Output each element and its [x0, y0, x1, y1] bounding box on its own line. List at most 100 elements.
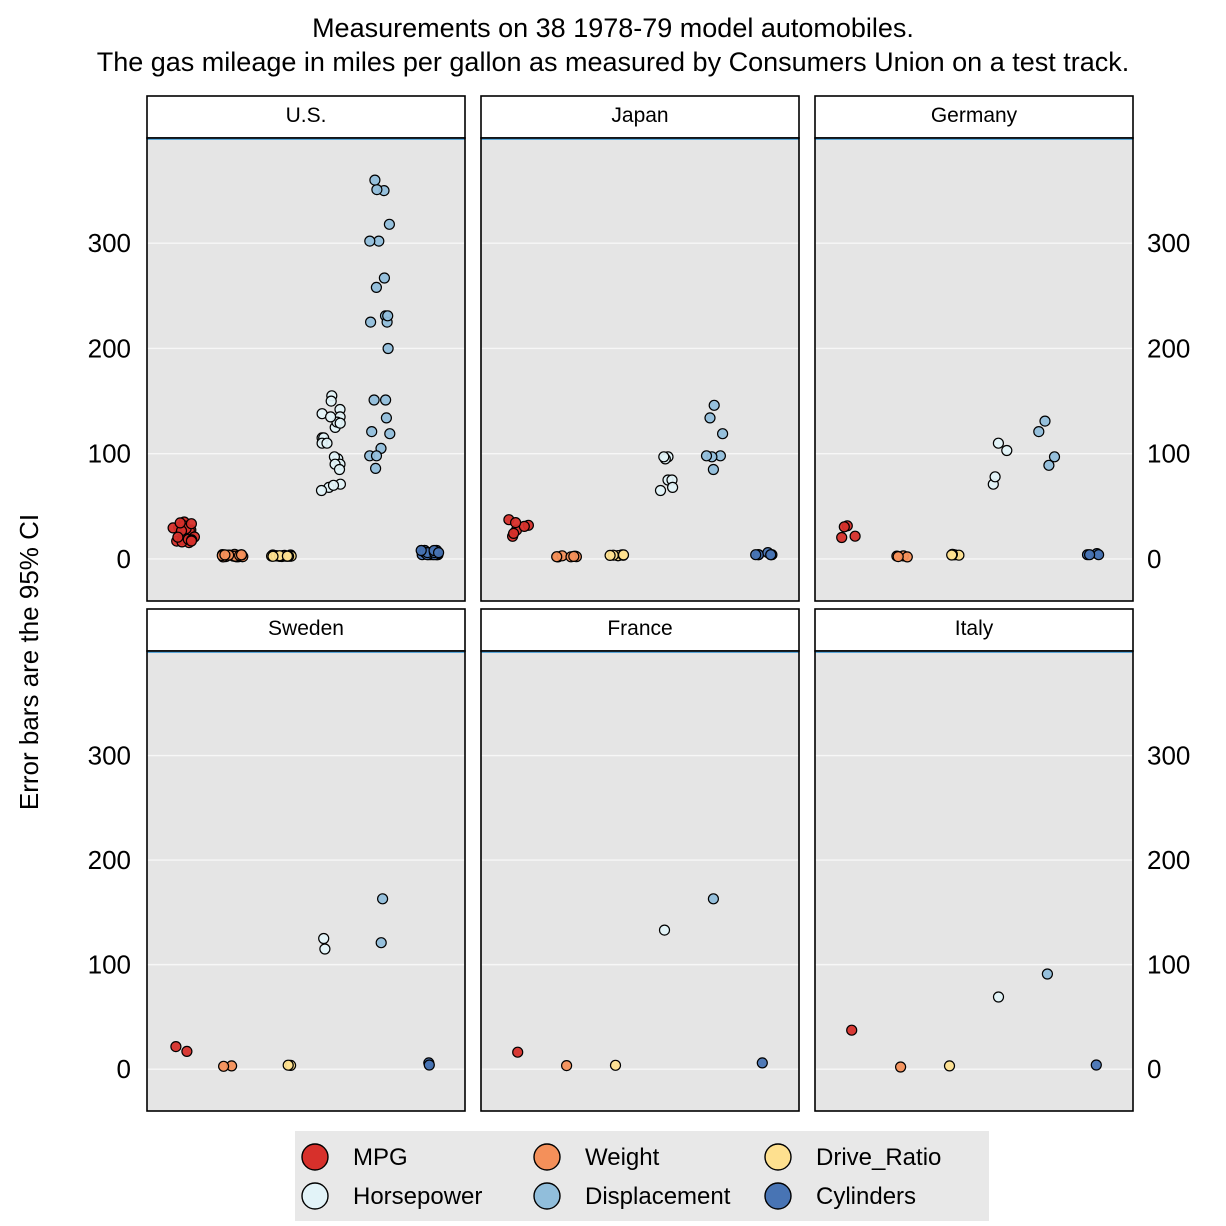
facet-strip — [480, 95, 800, 139]
data-point-mpg — [507, 527, 520, 540]
data-point-displacement — [1043, 459, 1055, 471]
data-point-displacement — [700, 450, 713, 462]
data-point-horsepower — [658, 451, 670, 463]
data-point-mpg — [512, 1046, 524, 1058]
legend-key-horsepower — [301, 1182, 329, 1210]
legend-label: Displacement — [585, 1183, 731, 1210]
data-point-mpg — [181, 1045, 193, 1058]
data-point-displacement — [369, 174, 381, 186]
data-point-displacement — [716, 428, 729, 440]
facet-panel: Italy 0 100 200 300 — [814, 608, 1190, 1112]
legend-label: Horsepower — [353, 1183, 482, 1210]
data-point-drive-ratio — [617, 549, 630, 561]
panel-border — [480, 137, 800, 602]
data-point-mpg — [849, 530, 861, 542]
data-point-displacement — [378, 272, 390, 284]
y-tick-label-right: 300 — [1147, 228, 1190, 258]
facet-strip-label: Sweden — [268, 617, 344, 640]
data-point-displacement — [707, 463, 720, 476]
y-tick-label-right: 200 — [1147, 845, 1190, 875]
data-point-displacement — [370, 450, 383, 462]
y-tick-label-left: 300 — [88, 741, 131, 771]
data-point-mpg — [846, 1024, 858, 1036]
facet-strip-label: Japan — [611, 104, 668, 127]
panel-border — [480, 650, 800, 1112]
data-point-mpg — [185, 535, 197, 547]
legend: MPG Weight Drive_Ratio Horsepower Displaceme… — [295, 1131, 989, 1221]
data-point-weight — [560, 1059, 573, 1072]
data-point-weight — [568, 550, 580, 563]
data-point-displacement — [371, 184, 383, 196]
data-point-displacement — [707, 893, 720, 905]
data-point-drive-ratio — [604, 549, 616, 562]
y-tick-label-right: 0 — [1147, 544, 1161, 574]
legend-key-mpg — [301, 1143, 329, 1171]
panel-border — [146, 137, 466, 602]
chart-subtitle: The gas mileage in miles per gallon as m… — [97, 47, 1130, 77]
y-tick-label-left: 0 — [117, 544, 131, 574]
y-tick-label-right: 100 — [1147, 439, 1190, 469]
y-tick-label-left: 200 — [88, 333, 131, 363]
data-point-mpg — [174, 517, 186, 529]
panel-background — [815, 138, 1133, 601]
data-point-mpg — [509, 516, 522, 529]
data-point-cylinders — [415, 544, 427, 557]
data-point-horsepower — [325, 395, 337, 407]
data-point-displacement — [366, 426, 378, 438]
y-axis-label: Error bars are the 95% CI — [14, 514, 44, 810]
data-point-horsepower — [334, 417, 346, 429]
data-point-horsepower — [315, 484, 328, 497]
data-point-displacement — [368, 394, 380, 406]
data-point-displacement — [380, 394, 392, 406]
data-point-weight — [892, 550, 904, 563]
data-point-drive-ratio — [281, 550, 293, 562]
data-point-cylinders — [1083, 549, 1096, 561]
data-point-displacement — [365, 316, 377, 328]
data-point-horsepower — [666, 481, 679, 493]
data-point-horsepower — [318, 932, 330, 945]
data-point-horsepower — [325, 411, 337, 423]
data-point-displacement — [370, 462, 382, 474]
data-point-horsepower — [989, 471, 1001, 483]
data-point-weight — [219, 549, 231, 561]
facet-strip-label: Italy — [955, 617, 994, 640]
y-tick-label-left: 100 — [88, 950, 131, 980]
facet-strip — [814, 608, 1134, 652]
data-point-displacement — [364, 235, 376, 247]
data-point-displacement — [377, 893, 389, 905]
legend-label: Weight — [585, 1144, 660, 1171]
data-point-displacement — [1039, 415, 1051, 427]
data-point-cylinders — [756, 1057, 768, 1069]
facet-panel: U.S. 0 100 200 300 — [88, 95, 466, 602]
legend-label: Cylinders — [816, 1183, 916, 1210]
data-point-horsepower — [327, 479, 340, 491]
data-point-drive-ratio — [609, 1059, 622, 1071]
data-point-displacement — [384, 428, 396, 440]
legend-key-drive-ratio — [764, 1143, 792, 1171]
data-point-weight — [235, 549, 248, 561]
facet-strip-label: U.S. — [286, 104, 327, 127]
facet-strip — [480, 608, 800, 652]
data-point-displacement — [383, 218, 395, 230]
panel-background — [481, 138, 799, 601]
data-point-displacement — [1033, 426, 1045, 438]
data-point-horsepower — [321, 437, 333, 449]
legend-label: MPG — [353, 1144, 408, 1171]
data-point-drive-ratio — [267, 550, 279, 562]
data-point-drive-ratio — [946, 549, 958, 561]
chart-title: Measurements on 38 1978-79 model automob… — [312, 13, 914, 43]
data-point-horsepower — [654, 484, 667, 497]
y-tick-label-left: 200 — [88, 845, 131, 875]
panel-background — [815, 651, 1133, 1111]
y-tick-label-right: 300 — [1147, 741, 1190, 771]
data-point-cylinders — [433, 546, 445, 559]
legend-key-weight — [533, 1143, 561, 1171]
panel-border — [814, 137, 1134, 602]
data-point-drive-ratio — [943, 1060, 956, 1072]
data-point-displacement — [704, 412, 716, 424]
data-point-displacement — [380, 412, 392, 424]
y-tick-label-left: 300 — [88, 228, 131, 258]
data-point-weight — [551, 551, 563, 563]
facet-panel: Germany 0 100 200 300 — [814, 95, 1190, 602]
